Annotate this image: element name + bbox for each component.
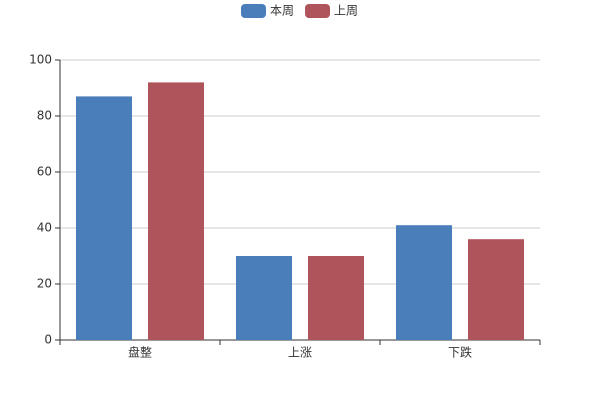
legend-swatch (241, 4, 266, 18)
x-tick-label: 盘整 (128, 345, 152, 360)
legend-label: 本周 (270, 4, 294, 18)
y-tick-label: 100 (29, 53, 52, 67)
bar (308, 256, 364, 340)
x-tick-label: 上涨 (288, 345, 312, 360)
legend-label: 上周 (334, 4, 358, 18)
y-tick-label: 40 (37, 221, 52, 235)
bar (236, 256, 292, 340)
bar (148, 82, 204, 341)
x-tick-label: 下跌 (448, 345, 472, 360)
y-tick-label: 60 (37, 165, 52, 179)
bar (468, 239, 524, 340)
y-tick-label: 0 (44, 333, 52, 347)
legend-swatch (305, 4, 330, 18)
bar (396, 225, 452, 340)
y-tick-label: 20 (37, 277, 52, 291)
y-tick-label: 80 (37, 109, 52, 123)
legend: 本周 上周 (241, 4, 358, 18)
bar (76, 96, 132, 341)
